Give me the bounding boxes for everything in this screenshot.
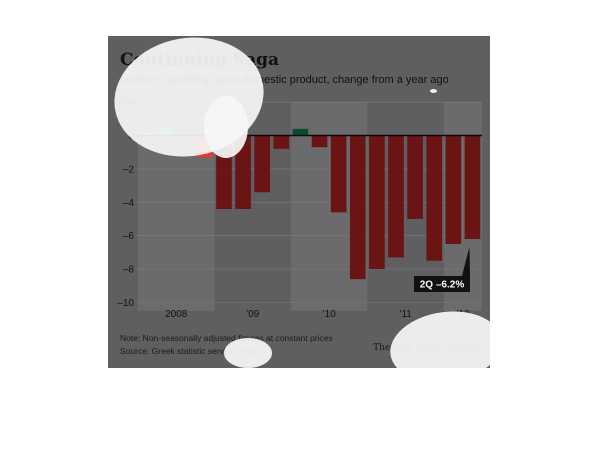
x-tick-label: ’11 [399,309,412,320]
y-tick-label: –6 [123,231,135,242]
bar [407,135,423,219]
x-tick-label: ’09 [246,309,260,320]
x-tick-label: 2008 [165,309,188,320]
y-tick-label: –2 [123,164,135,175]
bar [273,135,290,149]
bar [426,135,443,261]
callout-pointer [462,247,470,276]
callout-box [414,276,470,292]
bar [311,135,328,148]
chart-source: Source: Greek statistic service Elstat [120,346,259,356]
scribble-artifact [430,89,437,93]
y-tick-label: –4 [123,198,135,209]
scribble-artifact [224,338,272,368]
bar [292,128,309,136]
scribble-artifact [204,96,248,158]
bar [464,135,481,240]
chart-panel: Continuing Saga Greece’s quarterly gross… [108,36,490,368]
callout-label: 2Q –6.2% [420,280,465,291]
bar [235,135,251,209]
bar [369,135,385,270]
x-tick-label: ’10 [322,309,336,320]
bar [445,135,462,245]
y-tick-label: –8 [123,265,135,276]
bar [330,135,347,213]
bar [388,135,404,258]
bar [349,135,366,280]
bar [254,135,271,193]
chart-note: Note: Non-seasonally adjusted figures at… [120,333,333,343]
y-tick-label: –10 [117,298,134,309]
